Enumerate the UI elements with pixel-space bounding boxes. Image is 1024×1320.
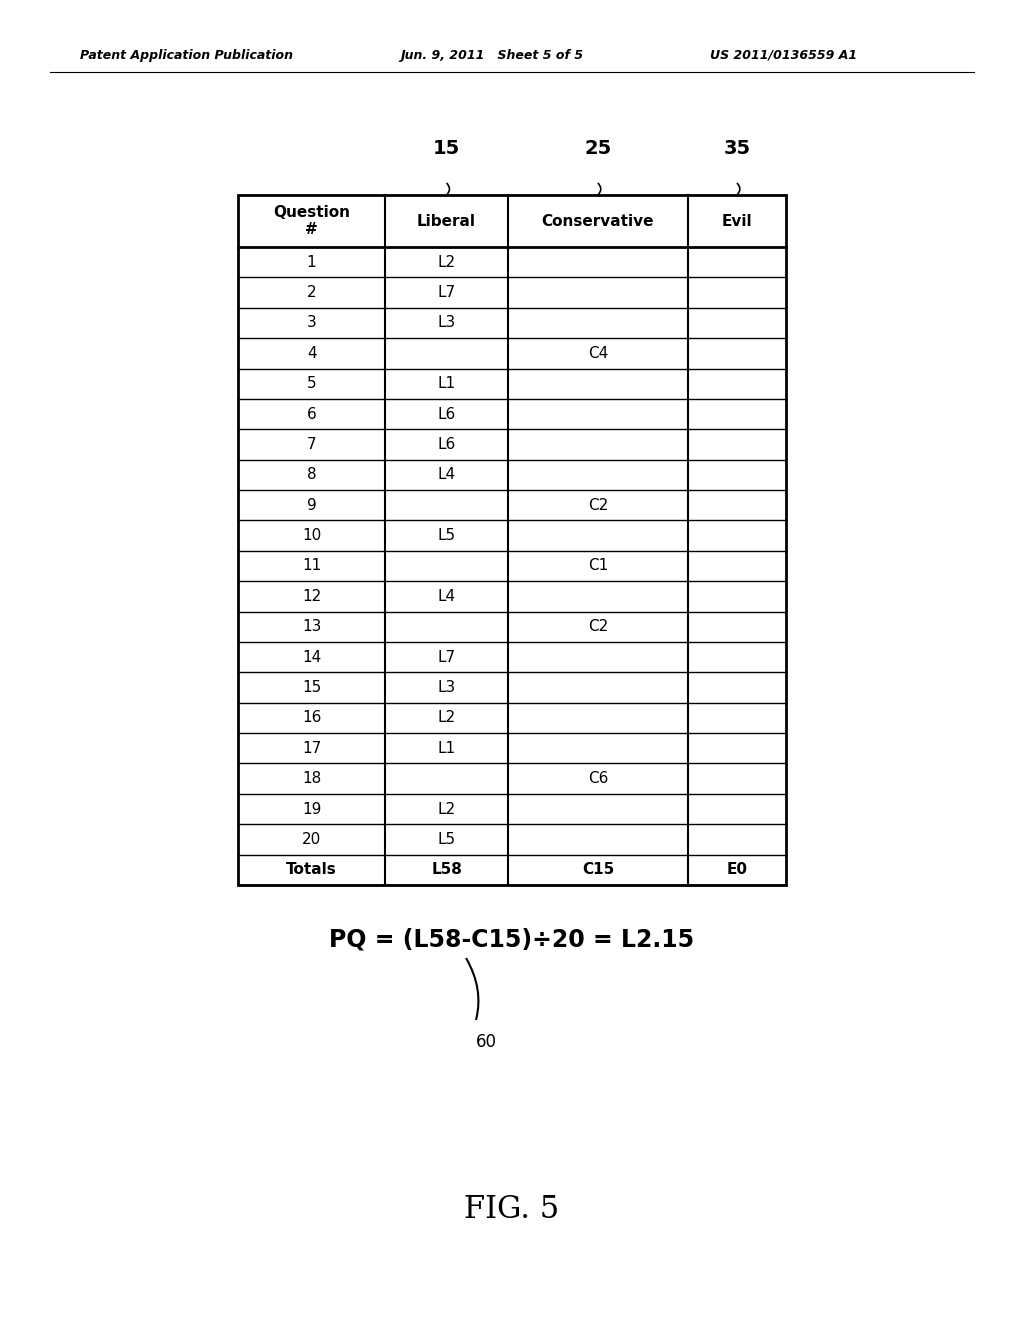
Text: Liberal: Liberal (417, 214, 476, 228)
Text: US 2011/0136559 A1: US 2011/0136559 A1 (710, 49, 857, 62)
Text: 5: 5 (307, 376, 316, 391)
Text: L2: L2 (437, 255, 456, 269)
Text: L1: L1 (437, 741, 456, 756)
Text: 3: 3 (307, 315, 316, 330)
Text: 19: 19 (302, 801, 322, 817)
Text: 8: 8 (307, 467, 316, 482)
Text: C2: C2 (588, 498, 608, 512)
Text: 25: 25 (585, 139, 611, 157)
Text: Conservative: Conservative (542, 214, 654, 228)
Text: E0: E0 (726, 862, 748, 878)
Text: 12: 12 (302, 589, 322, 603)
Text: C1: C1 (588, 558, 608, 573)
Text: C6: C6 (588, 771, 608, 787)
Text: L7: L7 (437, 649, 456, 665)
Text: L4: L4 (437, 589, 456, 603)
Text: L2: L2 (437, 710, 456, 726)
Text: L58: L58 (431, 862, 462, 878)
Text: 16: 16 (302, 710, 322, 726)
Text: L5: L5 (437, 832, 456, 847)
Text: L3: L3 (437, 680, 456, 696)
Text: 13: 13 (302, 619, 322, 635)
Text: 15: 15 (302, 680, 322, 696)
Text: 6: 6 (307, 407, 316, 421)
Text: 17: 17 (302, 741, 322, 756)
Text: L4: L4 (437, 467, 456, 482)
Text: 35: 35 (723, 139, 751, 157)
Text: L6: L6 (437, 437, 456, 451)
Text: 9: 9 (307, 498, 316, 512)
Text: 14: 14 (302, 649, 322, 665)
Text: L2: L2 (437, 801, 456, 817)
Text: 1: 1 (307, 255, 316, 269)
Text: Jun. 9, 2011   Sheet 5 of 5: Jun. 9, 2011 Sheet 5 of 5 (400, 49, 583, 62)
Text: 4: 4 (307, 346, 316, 360)
Text: C4: C4 (588, 346, 608, 360)
Text: L7: L7 (437, 285, 456, 300)
Text: Totals: Totals (287, 862, 337, 878)
Text: 11: 11 (302, 558, 322, 573)
Text: Patent Application Publication: Patent Application Publication (80, 49, 293, 62)
Text: Evil: Evil (722, 214, 753, 228)
Text: 10: 10 (302, 528, 322, 543)
Text: Question
#: Question # (273, 205, 350, 238)
Text: L3: L3 (437, 315, 456, 330)
Text: 2: 2 (307, 285, 316, 300)
Text: L5: L5 (437, 528, 456, 543)
Text: C2: C2 (588, 619, 608, 635)
Bar (238, 195, 786, 884)
Text: L1: L1 (437, 376, 456, 391)
Text: 20: 20 (302, 832, 322, 847)
Text: 60: 60 (475, 1034, 497, 1051)
Text: FIG. 5: FIG. 5 (464, 1195, 560, 1225)
Text: 15: 15 (433, 139, 460, 157)
Text: C15: C15 (582, 862, 614, 878)
Text: 18: 18 (302, 771, 322, 787)
Text: 7: 7 (307, 437, 316, 451)
Text: PQ = (L58-C15)÷20 = L2.15: PQ = (L58-C15)÷20 = L2.15 (330, 928, 694, 952)
Text: L6: L6 (437, 407, 456, 421)
